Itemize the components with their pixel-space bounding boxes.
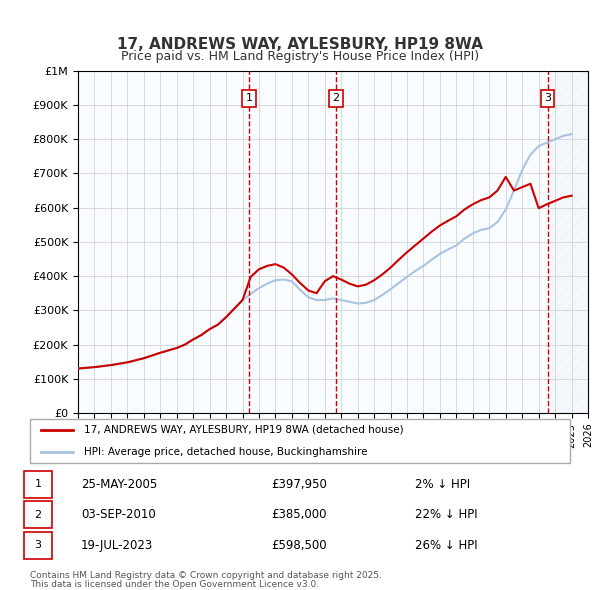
Text: 03-SEP-2010: 03-SEP-2010 <box>81 508 156 522</box>
Text: 17, ANDREWS WAY, AYLESBURY, HP19 8WA (detached house): 17, ANDREWS WAY, AYLESBURY, HP19 8WA (de… <box>84 425 404 435</box>
FancyBboxPatch shape <box>23 532 52 559</box>
Text: 2: 2 <box>332 93 340 103</box>
Bar <box>548 71 588 413</box>
Bar <box>78 71 249 413</box>
FancyBboxPatch shape <box>30 419 570 463</box>
FancyBboxPatch shape <box>23 501 52 529</box>
Text: 3: 3 <box>544 93 551 103</box>
Text: 3: 3 <box>34 540 41 550</box>
Text: HPI: Average price, detached house, Buckinghamshire: HPI: Average price, detached house, Buck… <box>84 447 367 457</box>
Text: 1: 1 <box>245 93 253 103</box>
Text: £397,950: £397,950 <box>271 478 327 491</box>
Text: Contains HM Land Registry data © Crown copyright and database right 2025.: Contains HM Land Registry data © Crown c… <box>30 571 382 580</box>
Text: 19-JUL-2023: 19-JUL-2023 <box>81 539 154 552</box>
Text: 2: 2 <box>34 510 41 520</box>
Text: 22% ↓ HPI: 22% ↓ HPI <box>415 508 478 522</box>
Text: 26% ↓ HPI: 26% ↓ HPI <box>415 539 478 552</box>
Text: 2% ↓ HPI: 2% ↓ HPI <box>415 478 470 491</box>
Text: £385,000: £385,000 <box>271 508 326 522</box>
Bar <box>336 71 548 413</box>
Text: This data is licensed under the Open Government Licence v3.0.: This data is licensed under the Open Gov… <box>30 579 319 589</box>
Text: 25-MAY-2005: 25-MAY-2005 <box>81 478 157 491</box>
Bar <box>548 71 588 413</box>
Text: £598,500: £598,500 <box>271 539 327 552</box>
Bar <box>249 71 336 413</box>
FancyBboxPatch shape <box>23 471 52 498</box>
Text: 17, ANDREWS WAY, AYLESBURY, HP19 8WA: 17, ANDREWS WAY, AYLESBURY, HP19 8WA <box>117 37 483 52</box>
Text: Price paid vs. HM Land Registry's House Price Index (HPI): Price paid vs. HM Land Registry's House … <box>121 50 479 63</box>
Text: 1: 1 <box>34 479 41 489</box>
